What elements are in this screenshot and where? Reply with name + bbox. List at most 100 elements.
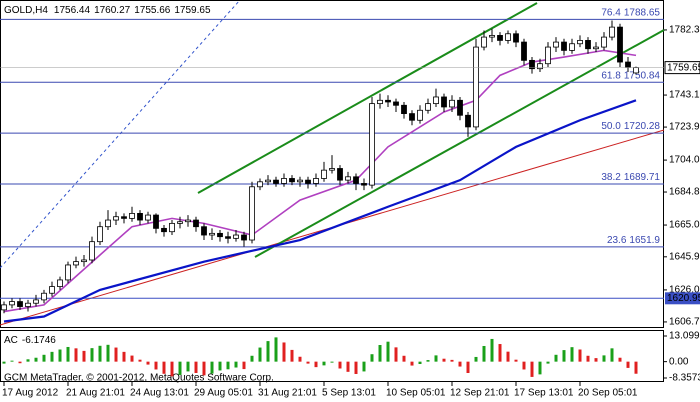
candle-body: [57, 279, 63, 287]
indicator-bar: [106, 344, 110, 362]
candle-body: [625, 61, 631, 68]
indicator-bar: [410, 361, 414, 366]
candle-body: [529, 59, 535, 70]
indicator-bar: [290, 349, 294, 362]
header-low: 1755.66: [134, 5, 171, 16]
indicator-last: -6.1746: [22, 335, 56, 346]
indicator-bar: [602, 355, 606, 362]
indicator-bar: [130, 355, 134, 362]
candle-body: [609, 26, 615, 38]
x-tick-label: 5 Sep 13:01: [322, 388, 376, 399]
candle-body: [185, 219, 191, 223]
indicator-bar: [546, 361, 550, 364]
candle-body: [305, 179, 311, 184]
x-tick-label: 12 Sep 21:01: [450, 388, 510, 399]
level-price-label: 1620.95: [667, 293, 700, 304]
indicator-bar: [26, 359, 30, 362]
candle-body: [113, 216, 119, 221]
main-frame: [0, 0, 664, 328]
candle-body: [41, 292, 47, 301]
fib-level-text: 23.6 1651.9: [607, 234, 660, 245]
candle-body: [1, 304, 7, 311]
indicator-bar: [530, 361, 534, 377]
indicator-bar: [346, 361, 350, 372]
candle-body: [161, 227, 167, 233]
indicator-bar: [450, 359, 454, 362]
indicator-bar: [210, 361, 214, 374]
fib-level-price: 1750.84: [624, 70, 661, 81]
indicator-bar: [42, 354, 46, 362]
candle-body: [385, 99, 391, 103]
indicator-bar: [226, 361, 230, 370]
candle-body: [377, 99, 383, 105]
indicator-bar: [418, 361, 422, 364]
indicator-bar: [466, 361, 470, 373]
indicator-bar: [474, 356, 478, 362]
header-open: 1756.44: [54, 5, 91, 16]
candle-body: [569, 43, 575, 51]
indicator-bar: [178, 361, 182, 375]
indicator-bar: [138, 359, 142, 362]
candle-body: [273, 179, 279, 184]
indicator-bar: [370, 354, 374, 362]
symbol: GOLD,H4: [4, 5, 48, 16]
candle-body: [105, 219, 111, 228]
fib-level-text: 76.4 1788.65: [601, 7, 660, 18]
candle-body: [9, 301, 15, 306]
indicator-frame: [0, 330, 664, 382]
candle-body: [393, 101, 399, 106]
indicator-bar: [242, 361, 246, 370]
indicator-bar: [34, 357, 38, 362]
candle-body: [25, 302, 31, 307]
indicator-bar: [562, 350, 566, 362]
x-tick-label: 17 Aug 2012: [2, 388, 59, 399]
indicator-bar: [58, 349, 62, 362]
candle-body: [249, 186, 255, 241]
indicator-bar: [490, 338, 494, 362]
candle-body: [89, 241, 95, 261]
candle-body: [441, 96, 447, 108]
indicator-name: AC: [4, 335, 18, 346]
candle-body: [265, 179, 271, 183]
indicator-bar: [282, 342, 286, 362]
candle-body: [233, 234, 239, 239]
indicator-bar: [146, 361, 150, 365]
indicator-bar: [378, 345, 382, 362]
indicator-bar: [322, 361, 326, 366]
indicator-bar: [114, 347, 118, 362]
symbol-header: GOLD,H4 1756.44 1760.27 1755.66 1759.65: [4, 5, 211, 16]
x-tick-label: 17 Sep 13:01: [514, 388, 574, 399]
candle-body: [617, 26, 623, 63]
candle-body: [281, 178, 287, 184]
candle-body: [321, 169, 327, 179]
indicator-bar: [18, 361, 22, 364]
indicator-bar: [314, 361, 318, 368]
candle-body: [153, 214, 159, 229]
candle-body: [97, 226, 103, 243]
candle-body: [329, 168, 335, 171]
indicator-bar: [514, 359, 518, 362]
candle-body: [577, 40, 583, 45]
indicator-bar: [74, 348, 78, 362]
x-tick-label: 10 Sep 05:01: [386, 388, 446, 399]
candle-body: [313, 178, 319, 184]
indicator-header: AC -6.1746: [4, 335, 56, 346]
x-tick-label: 31 Aug 21:01: [258, 388, 317, 399]
indicator-bar: [442, 358, 446, 362]
indicator-bar: [594, 358, 598, 362]
indicator-bar: [298, 356, 302, 362]
candle-body: [401, 104, 407, 115]
header-high: 1760.27: [94, 5, 131, 16]
candle-body: [73, 261, 79, 266]
fib-level-ratio: 61.8: [601, 70, 621, 81]
indicator-bar: [610, 348, 614, 362]
candle-body: [457, 99, 463, 116]
indicator-bar: [234, 361, 238, 368]
fib-level-ratio: 23.6: [607, 234, 627, 245]
indicator-bar: [162, 361, 166, 374]
header-close: 1759.65: [174, 5, 211, 16]
indicator-bar: [122, 351, 126, 362]
y-tick-label: 1782.30: [669, 25, 700, 36]
channel-upper: [197, 2, 538, 194]
